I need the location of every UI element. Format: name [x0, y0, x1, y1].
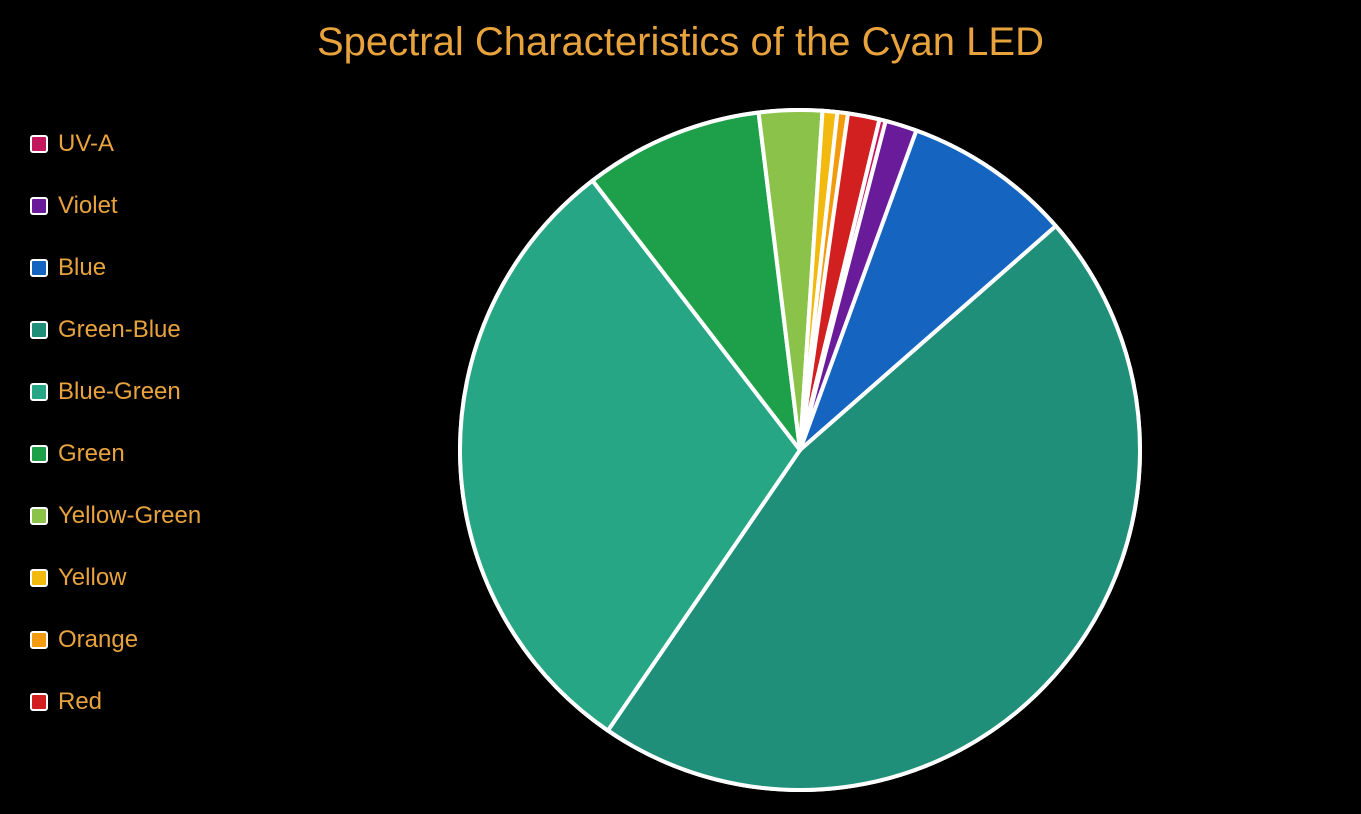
- legend-item: UV-A: [30, 130, 201, 158]
- pie-chart: [440, 90, 1160, 810]
- legend-label: Blue: [58, 254, 106, 282]
- legend-swatch: [30, 383, 48, 401]
- legend: UV-A Violet Blue Green-Blue Blue-Green Green Y…: [30, 130, 201, 716]
- legend-item: Blue: [30, 254, 201, 282]
- legend-label: Orange: [58, 626, 138, 654]
- legend-label: Yellow: [58, 564, 127, 592]
- legend-swatch: [30, 197, 48, 215]
- legend-swatch: [30, 321, 48, 339]
- legend-swatch: [30, 507, 48, 525]
- legend-swatch: [30, 445, 48, 463]
- legend-swatch: [30, 693, 48, 711]
- legend-item: Green: [30, 440, 201, 468]
- legend-swatch: [30, 631, 48, 649]
- legend-label: Green-Blue: [58, 316, 181, 344]
- legend-label: Violet: [58, 192, 118, 220]
- legend-label: Yellow-Green: [58, 502, 201, 530]
- chart-container: Spectral Characteristics of the Cyan LED…: [0, 0, 1361, 814]
- legend-item: Green-Blue: [30, 316, 201, 344]
- legend-swatch: [30, 135, 48, 153]
- legend-item: Orange: [30, 626, 201, 654]
- legend-label: UV-A: [58, 130, 114, 158]
- legend-label: Blue-Green: [58, 378, 181, 406]
- legend-item: Red: [30, 688, 201, 716]
- legend-swatch: [30, 259, 48, 277]
- legend-label: Green: [58, 440, 125, 468]
- legend-label: Red: [58, 688, 102, 716]
- legend-item: Yellow-Green: [30, 502, 201, 530]
- legend-item: Yellow: [30, 564, 201, 592]
- chart-title: Spectral Characteristics of the Cyan LED: [0, 20, 1361, 65]
- legend-item: Violet: [30, 192, 201, 220]
- legend-item: Blue-Green: [30, 378, 201, 406]
- legend-swatch: [30, 569, 48, 587]
